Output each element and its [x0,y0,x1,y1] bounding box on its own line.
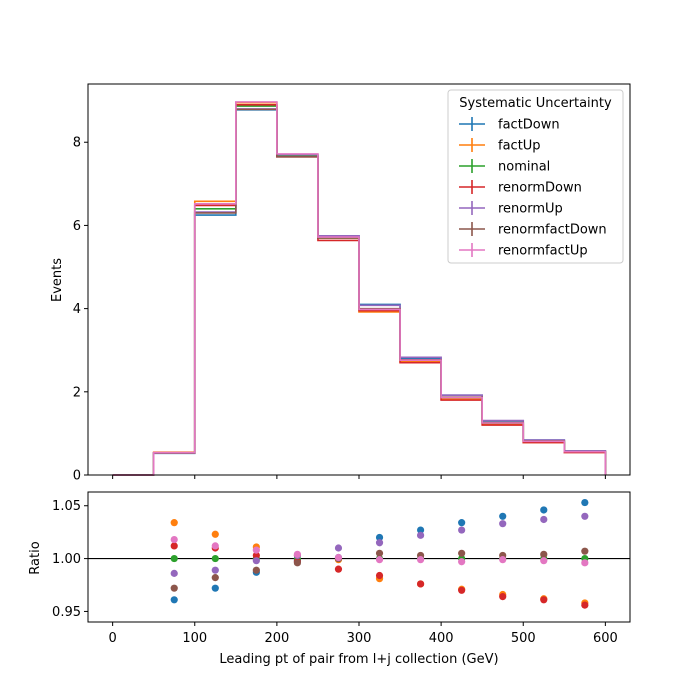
ratio-point-renormfactDown [252,566,260,574]
legend-entry-factUp: factUp [459,138,541,154]
ratio-point-renormfactDown [170,584,178,592]
legend-entry-factDown: factDown [459,117,560,133]
ratio-point-factDown [458,519,466,527]
ratio-point-renormfactUp [416,556,425,564]
ratio-point-renormUp [458,526,466,534]
legend-label-nominal: nominal [498,160,550,175]
ratio-points-group [170,498,589,609]
top-y-ticks: 0 2 4 6 8 [73,136,88,484]
ratio-point-renormUp [211,566,219,574]
ratio-point-renormfactUp [499,556,507,564]
ratio-point-factDown [581,498,589,507]
legend-entries: factDown factUp nominal renormDown renormUp r… [459,117,607,259]
legend-label-renormDown: renormDown [498,181,582,196]
ratio-point-factUp [211,530,219,538]
ratio-point-factDown [416,526,425,534]
ratio-point-renormDown [252,551,260,560]
ratio-point-renormDown [499,593,507,601]
ratio-point-renormfactUp [375,556,384,564]
ratio-point-renormfactDown [375,549,384,557]
ratio-point-renormUp [375,539,384,547]
ratio-x-ticks: 0 100 200 300 400 500 600 [108,622,618,646]
ratio-point-renormfactDown [293,559,302,567]
ratio-point-renormDown [581,601,589,609]
legend-label-renormfactUp: renormfactUp [498,244,588,259]
top-y-tick-label: 6 [73,219,81,234]
ratio-point-renormfactDown [581,547,589,555]
top-y-tick-label: 0 [73,469,81,484]
ratio-point-renormfactUp [293,550,302,558]
ratio-point-nominal [211,554,219,563]
step-line-renormfactUp [112,101,607,476]
ratio-y-tick-label: 1.00 [52,552,81,567]
top-y-tick-label: 2 [73,385,81,400]
ratio-point-factDown [211,584,219,592]
ratio-point-renormfactUp [170,535,178,544]
legend-entry-renormDown: renormDown [459,180,582,196]
ratio-point-renormUp [334,544,343,552]
ratio-point-renormUp [252,557,260,565]
ratio-point-renormfactDown [211,574,219,582]
legend-entry-renormUp: renormUp [459,201,563,217]
legend-label-renormfactDown: renormfactDown [498,223,607,238]
ratio-point-renormfactDown [458,549,466,557]
top-y-axis-label: Events [50,258,65,302]
ratio-point-renormDown [334,565,343,573]
ratio-point-renormfactUp [540,557,548,565]
ratio-point-renormDown [375,571,384,580]
ratio-point-renormfactDown [540,550,548,558]
legend-box [447,89,624,264]
legend-label-factDown: factDown [498,118,560,133]
legend-entry-renormfactDown: renormfactDown [459,222,607,238]
ratio-point-renormfactUp [334,553,343,562]
x-tick-label: 0 [108,631,116,646]
legend-label-factUp: factUp [498,139,541,154]
x-tick-label: 600 [593,631,618,646]
ratio-panel: 0.95 1.00 1.05 0 100 200 300 400 500 600 Ratio L… [28,491,631,667]
legend-entry-renormfactUp: renormfactUp [459,243,588,259]
ratio-point-renormDown [540,596,548,604]
x-tick-label: 200 [264,631,289,646]
ratio-point-renormDown [458,586,466,594]
ratio-point-factUp [170,519,178,527]
ratio-point-factDown [499,512,507,520]
ratio-point-renormUp [581,512,589,520]
ratio-point-factDown [170,596,178,604]
ratio-point-factDown [375,533,384,542]
ratio-point-renormfactUp [581,559,589,567]
legend-label-renormUp: renormUp [498,202,563,217]
ratio-point-renormUp [499,520,507,528]
ratio-point-factDown [540,506,548,514]
x-axis-label: Leading pt of pair from l+j collection (… [219,652,498,667]
legend-entry-nominal: nominal [459,159,550,175]
legend: Systematic Uncertainty factDown factUp nom… [447,89,624,264]
x-tick-label: 500 [511,631,536,646]
ratio-point-renormDown [170,542,178,550]
ratio-point-renormfactUp [211,542,219,550]
top-y-tick-label: 8 [73,136,81,151]
ratio-point-renormfactUp [252,546,260,554]
top-series-group [112,101,607,476]
legend-title: Systematic Uncertainty [459,96,612,111]
ratio-point-renormUp [540,515,548,524]
ratio-point-renormDown [416,580,425,588]
x-tick-label: 300 [347,631,372,646]
ratio-plot-area [88,492,630,622]
x-tick-label: 400 [429,631,454,646]
ratio-y-axis-label: Ratio [28,541,43,574]
ratio-point-renormfactUp [458,558,466,566]
x-tick-label: 100 [182,631,207,646]
top-x-ticks [112,475,606,479]
ratio-point-renormUp [170,569,178,577]
ratio-point-renormUp [416,531,425,539]
ratio-y-tick-label: 1.05 [52,499,81,514]
ratio-y-ticks: 0.95 1.00 1.05 [52,499,88,620]
top-y-tick-label: 4 [73,302,81,317]
ratio-y-tick-label: 0.95 [52,605,81,620]
ratio-point-nominal [170,554,178,563]
